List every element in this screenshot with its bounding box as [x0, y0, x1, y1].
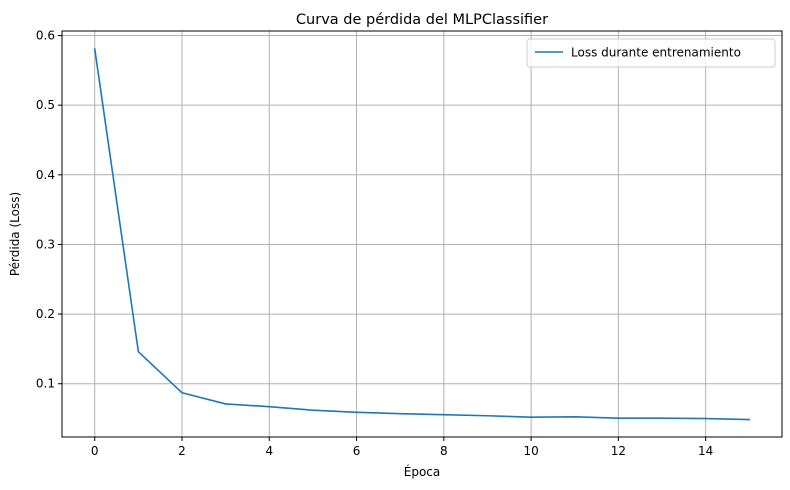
y-tick-label: 0.2 — [36, 307, 55, 321]
chart-title: Curva de pérdida del MLPClassifier — [296, 12, 548, 28]
series-line-loss — [93, 48, 750, 421]
data-point — [530, 416, 532, 418]
x-tick-label: 6 — [353, 444, 361, 458]
data-point — [704, 417, 707, 420]
data-point — [312, 409, 314, 411]
data-point — [661, 417, 663, 419]
legend-label: Loss durante entrenamiento — [571, 46, 741, 60]
x-tick-label: 2 — [178, 444, 186, 458]
x-axis-label: Época — [404, 464, 441, 479]
x-tick-label: 8 — [440, 444, 448, 458]
x-tick-label: 12 — [611, 444, 626, 458]
grid-lines — [62, 31, 782, 437]
x-tick-label: 0 — [91, 444, 99, 458]
data-point — [617, 417, 620, 419]
data-point — [268, 405, 271, 408]
data-point — [443, 413, 445, 416]
legend-box — [526, 38, 776, 68]
plot-frame — [61, 30, 783, 438]
y-tick-label: 0.4 — [36, 168, 55, 182]
data-point — [224, 403, 227, 405]
data-point — [748, 418, 751, 421]
data-point — [181, 391, 183, 394]
y-axis-label: Pérdida (Loss) — [8, 192, 22, 276]
x-tick-label: 4 — [265, 444, 273, 458]
data-point — [486, 414, 489, 417]
series-layer — [93, 47, 751, 421]
y-axis-ticks: 0.1 0.2 0.3 0.4 0.5 0.6 — [36, 29, 62, 391]
data-point — [355, 411, 358, 414]
legend: Loss durante entrenamiento — [526, 38, 776, 68]
y-tick-label: 0.3 — [36, 237, 55, 251]
data-point — [93, 47, 96, 50]
y-tick-label: 0.5 — [36, 98, 55, 112]
x-axis-ticks: 0 2 4 6 8 10 12 14 — [91, 437, 713, 458]
data-point — [399, 412, 401, 415]
x-tick-label: 14 — [698, 444, 713, 458]
data-point — [137, 350, 140, 353]
x-tick-label: 10 — [523, 444, 538, 458]
y-tick-label: 0.1 — [36, 377, 55, 391]
data-point — [573, 416, 576, 418]
y-tick-label: 0.6 — [36, 29, 55, 43]
